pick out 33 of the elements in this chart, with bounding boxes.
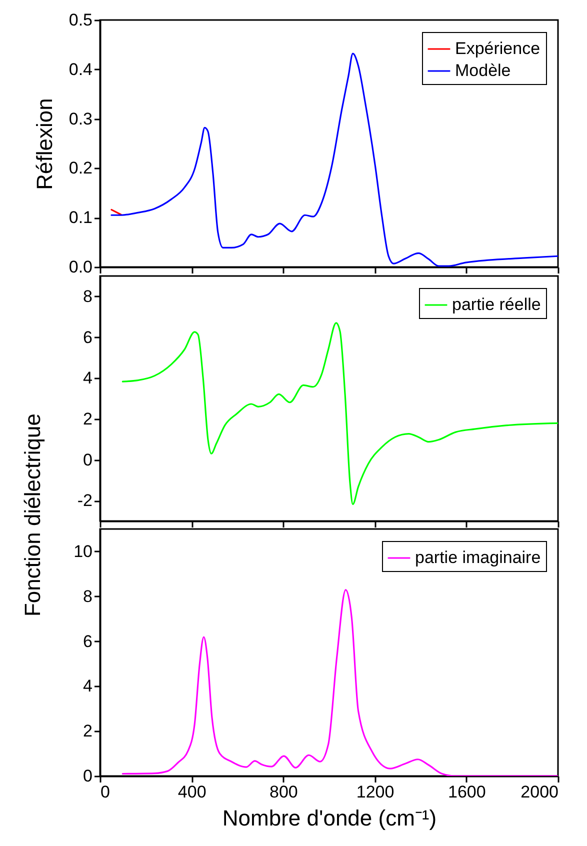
legend-label: Modèle [455, 61, 511, 80]
x-tick-label: 2000 [520, 782, 558, 802]
y-tick-label: 0 [83, 450, 92, 470]
x-tick-label: 800 [270, 782, 298, 802]
legend-label: Expérience [455, 39, 540, 58]
y-tick-label: 4 [83, 676, 92, 696]
y-tick-label: 0 [83, 766, 92, 786]
y-tick-label: 0.2 [68, 158, 92, 178]
y-tick-label: 0.1 [68, 208, 92, 228]
y-tick-label: 6 [83, 328, 92, 347]
y-tick-label: 4 [83, 368, 92, 388]
x-tick-label: 0 [100, 782, 110, 802]
y-tick-label: 6 [83, 632, 92, 651]
y-tick-label: 0.3 [68, 109, 92, 128]
line-series [122, 322, 558, 506]
y-tick-label: -2 [77, 491, 92, 510]
x-tick-label: 1200 [356, 782, 394, 802]
x-tick-label: 1600 [448, 782, 486, 802]
x-axis-title: Nombre d'onde (cm⁻¹) [222, 806, 437, 830]
y-tick-label: 0.0 [68, 258, 92, 276]
y-tick-label: 10 [74, 542, 92, 561]
y-tick-label: 0.4 [68, 60, 92, 79]
line-series [122, 589, 558, 776]
y-axis-title: Réflexion [32, 98, 57, 190]
y-tick-label: 8 [83, 286, 92, 306]
y-tick-label: 0.5 [68, 10, 92, 30]
legend-label: partie imaginaire [415, 548, 541, 567]
y-tick-label: 2 [83, 409, 92, 428]
y-tick-label: 2 [83, 722, 92, 741]
legend-label: partie réelle [452, 295, 541, 314]
y-axis-title: Fonction diélectrique [20, 413, 46, 617]
y-tick-label: 8 [83, 586, 92, 606]
x-tick-label: 400 [178, 782, 206, 802]
